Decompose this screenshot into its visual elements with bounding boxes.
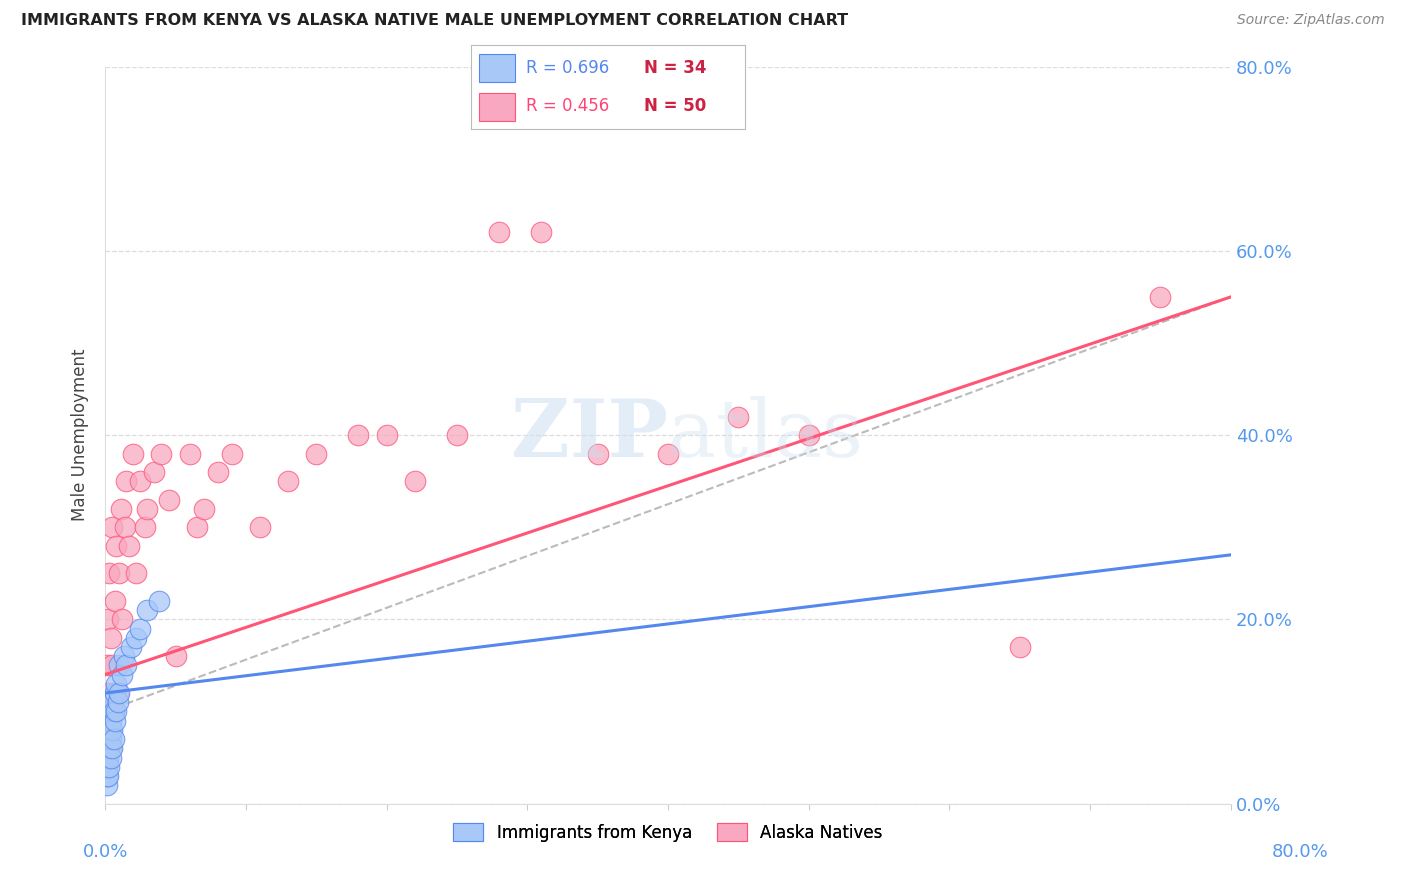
Point — [179, 446, 201, 460]
Point — [101, 658, 124, 673]
Point — [125, 566, 148, 581]
Point — [150, 446, 173, 460]
Point — [118, 539, 141, 553]
Point — [97, 732, 120, 747]
Point — [97, 741, 120, 756]
Text: atlas: atlas — [668, 396, 863, 474]
Point — [120, 640, 142, 654]
Point — [96, 769, 118, 783]
Point — [586, 446, 609, 460]
Text: N = 34: N = 34 — [644, 59, 706, 77]
Point — [108, 566, 131, 581]
Text: Source: ZipAtlas.com: Source: ZipAtlas.com — [1237, 13, 1385, 28]
Point — [100, 631, 122, 645]
Text: 0.0%: 0.0% — [83, 843, 128, 861]
Point — [114, 520, 136, 534]
Point — [100, 750, 122, 764]
Point — [165, 649, 187, 664]
Point — [100, 714, 122, 728]
Point — [97, 723, 120, 737]
Point — [249, 520, 271, 534]
Point — [446, 428, 468, 442]
Text: 80.0%: 80.0% — [1272, 843, 1329, 861]
Point — [98, 705, 121, 719]
FancyBboxPatch shape — [479, 93, 515, 120]
Point — [134, 520, 156, 534]
Point — [115, 658, 138, 673]
Point — [98, 686, 121, 700]
Point — [96, 760, 118, 774]
Point — [108, 686, 131, 700]
Point — [305, 446, 328, 460]
Point — [96, 705, 118, 719]
Point — [105, 705, 128, 719]
Text: R = 0.456: R = 0.456 — [526, 97, 609, 115]
Point — [100, 732, 122, 747]
Point — [105, 539, 128, 553]
Point — [129, 474, 152, 488]
Y-axis label: Male Unemployment: Male Unemployment — [72, 349, 89, 521]
Point — [96, 778, 118, 792]
Point — [108, 658, 131, 673]
Point — [98, 741, 121, 756]
Point — [101, 695, 124, 709]
Point — [96, 658, 118, 673]
Point — [98, 723, 121, 737]
Point — [404, 474, 426, 488]
Point — [657, 446, 679, 460]
Point — [143, 465, 166, 479]
Point — [375, 428, 398, 442]
Point — [101, 741, 124, 756]
Point — [277, 474, 299, 488]
Text: ZIP: ZIP — [510, 396, 668, 474]
Point — [125, 631, 148, 645]
Point — [110, 501, 132, 516]
Point — [111, 667, 134, 681]
Point — [111, 612, 134, 626]
Point — [207, 465, 229, 479]
Point — [129, 622, 152, 636]
Point — [101, 520, 124, 534]
Text: IMMIGRANTS FROM KENYA VS ALASKA NATIVE MALE UNEMPLOYMENT CORRELATION CHART: IMMIGRANTS FROM KENYA VS ALASKA NATIVE M… — [21, 13, 848, 29]
Point — [98, 760, 121, 774]
Point — [103, 705, 125, 719]
Point — [107, 686, 129, 700]
Point — [193, 501, 215, 516]
Text: N = 50: N = 50 — [644, 97, 706, 115]
Point — [101, 723, 124, 737]
Point — [97, 769, 120, 783]
Point — [1149, 290, 1171, 304]
Point — [104, 714, 127, 728]
Point — [148, 594, 170, 608]
Point — [488, 226, 510, 240]
Point — [1008, 640, 1031, 654]
Text: R = 0.696: R = 0.696 — [526, 59, 609, 77]
Point — [136, 603, 159, 617]
Point — [727, 409, 749, 424]
Point — [96, 750, 118, 764]
Point — [97, 612, 120, 626]
Point — [530, 226, 553, 240]
Point — [797, 428, 820, 442]
Point — [104, 594, 127, 608]
Point — [104, 686, 127, 700]
Point — [100, 741, 122, 756]
FancyBboxPatch shape — [479, 54, 515, 82]
Point — [112, 649, 135, 664]
Legend: Immigrants from Kenya, Alaska Natives: Immigrants from Kenya, Alaska Natives — [447, 817, 890, 848]
Point — [105, 677, 128, 691]
Point — [103, 705, 125, 719]
Point — [157, 492, 180, 507]
Point — [115, 474, 138, 488]
Point — [347, 428, 370, 442]
Point — [221, 446, 243, 460]
Point — [107, 695, 129, 709]
Point — [136, 501, 159, 516]
Point — [186, 520, 208, 534]
Point — [97, 750, 120, 764]
Point — [122, 446, 145, 460]
Point — [103, 732, 125, 747]
Point — [98, 566, 121, 581]
